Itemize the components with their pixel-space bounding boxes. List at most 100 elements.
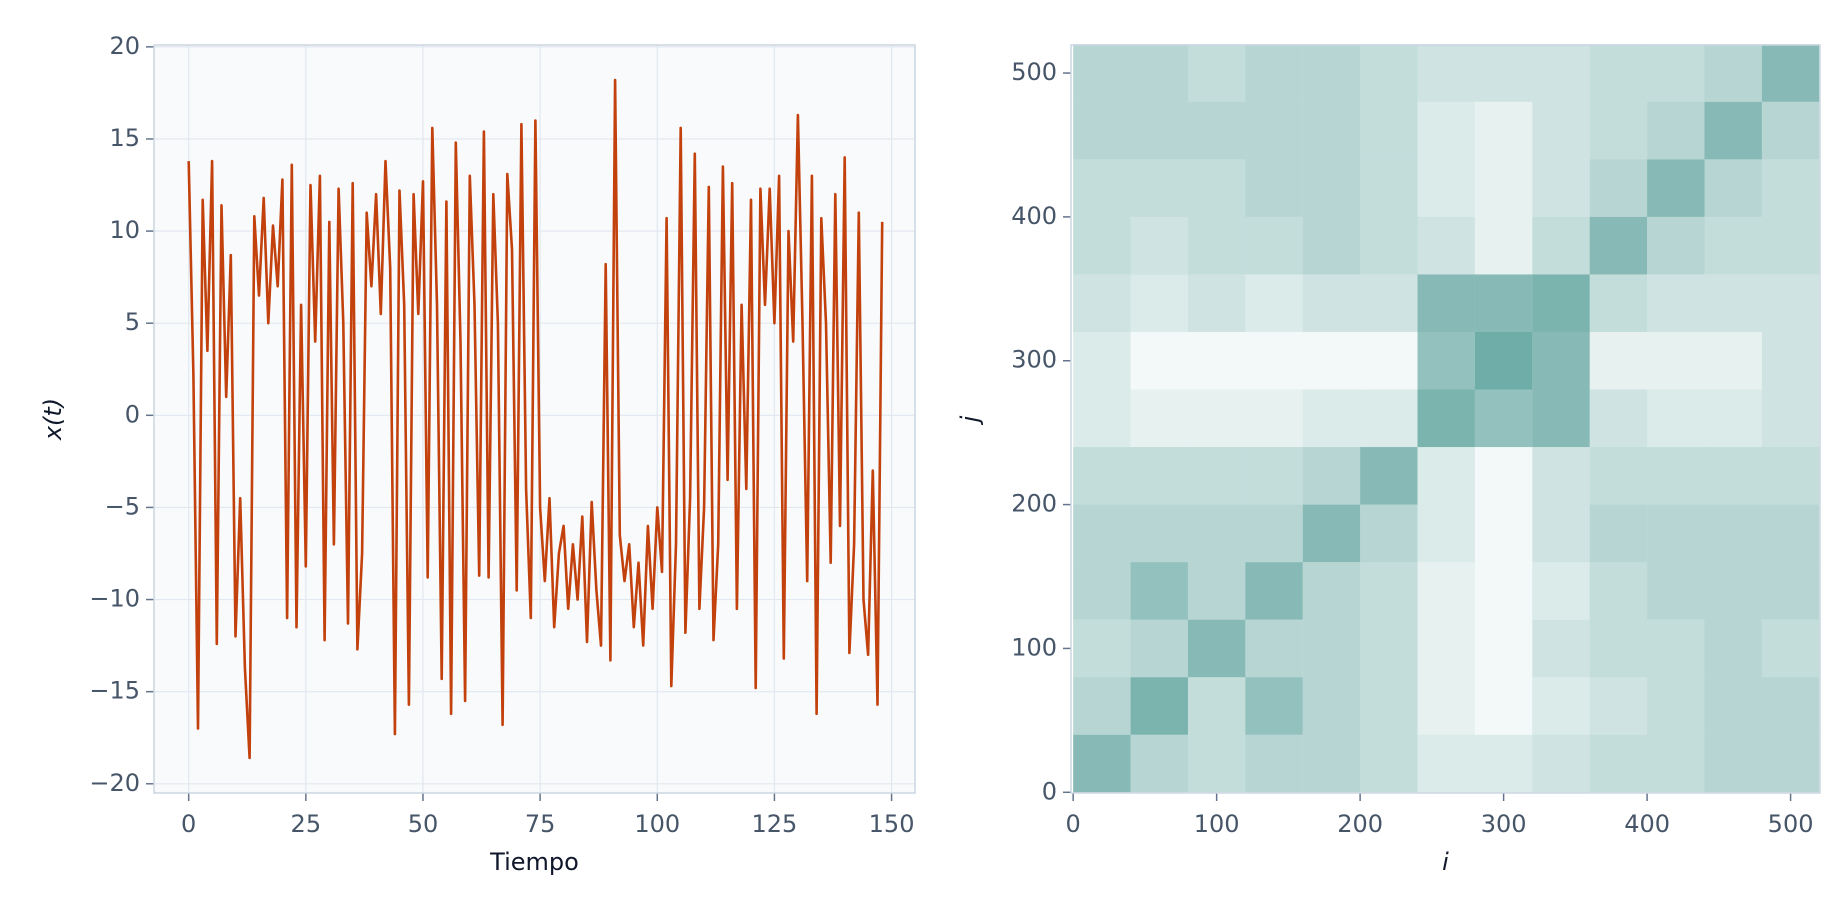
- x-tick-label: 125: [752, 810, 798, 838]
- recurrence-cell: [1073, 504, 1131, 563]
- x-tick-label: 100: [1194, 810, 1240, 838]
- x-tick-label: 75: [525, 810, 556, 838]
- recurrence-cell: [1302, 216, 1361, 275]
- recurrence-cell: [1647, 101, 1705, 160]
- recurrence-cell: [1474, 562, 1533, 620]
- recurrence-cell: [1360, 677, 1418, 735]
- recurrence-cell: [1130, 562, 1188, 620]
- recurrence-cell: [1474, 447, 1533, 505]
- recurrence-cell: [1589, 447, 1648, 505]
- recurrence-cell: [1704, 447, 1762, 505]
- recurrence-cell: [1187, 101, 1246, 160]
- recurrence-cell: [1704, 274, 1762, 332]
- recurrence-cell: [1302, 274, 1361, 332]
- y-tick-label: 500: [1011, 58, 1057, 86]
- recurrence-cell: [1417, 619, 1475, 678]
- recurrence-cell: [1589, 562, 1648, 620]
- recurrence-cell: [1245, 677, 1303, 735]
- recurrence-cell: [1704, 159, 1762, 217]
- recurrence-cell: [1073, 101, 1131, 160]
- recurrence-cell: [1532, 562, 1590, 620]
- recurrence-cell: [1360, 274, 1418, 332]
- recurrence-cell: [1245, 216, 1303, 275]
- recurrence-cell: [1302, 504, 1361, 563]
- recurrence-cell: [1417, 734, 1475, 793]
- recurrence-cell: [1589, 389, 1648, 448]
- recurrence-cell: [1417, 216, 1475, 275]
- recurrence-cell: [1073, 562, 1131, 620]
- recurrence-cell: [1532, 274, 1590, 332]
- recurrence-cell: [1761, 159, 1820, 217]
- recurrence-cell: [1417, 44, 1475, 102]
- y-axis-label: j: [956, 415, 984, 425]
- x-tick-label: 300: [1481, 810, 1527, 838]
- recurrence-cell: [1130, 331, 1188, 390]
- recurrence-cell: [1532, 44, 1590, 102]
- recurrence-cell: [1245, 734, 1303, 793]
- recurrence-cell: [1245, 447, 1303, 505]
- recurrence-cell: [1589, 677, 1648, 735]
- x-tick-label: 400: [1624, 810, 1670, 838]
- recurrence-cell: [1360, 216, 1418, 275]
- x-axis-label: i: [1442, 848, 1449, 876]
- recurrence-cell: [1647, 274, 1705, 332]
- recurrence-cell: [1302, 389, 1361, 448]
- recurrence-cell: [1761, 331, 1820, 390]
- recurrence-cell: [1761, 677, 1820, 735]
- recurrence-cell: [1302, 677, 1361, 735]
- recurrence-cell: [1417, 159, 1475, 217]
- recurrence-cell: [1073, 44, 1131, 102]
- recurrence-cell: [1704, 331, 1762, 390]
- x-tick-label: 50: [408, 810, 439, 838]
- recurrence-cell: [1130, 677, 1188, 735]
- recurrence-cell: [1474, 274, 1533, 332]
- recurrence-cell: [1187, 677, 1246, 735]
- recurrence-cell: [1532, 734, 1590, 793]
- recurrence-cell: [1302, 619, 1361, 678]
- recurrence-cell: [1704, 44, 1762, 102]
- x-axis-label: Tiempo: [489, 848, 579, 876]
- recurrence-cell: [1761, 504, 1820, 563]
- recurrence-cell: [1073, 274, 1131, 332]
- recurrence-cell: [1073, 619, 1131, 678]
- recurrence-cell: [1704, 101, 1762, 160]
- recurrence-cell: [1647, 389, 1705, 448]
- recurrence-cell: [1647, 447, 1705, 505]
- recurrence-cell: [1474, 159, 1533, 217]
- recurrence-cell: [1302, 44, 1361, 102]
- recurrence-cell: [1360, 447, 1418, 505]
- recurrence-cell: [1130, 734, 1188, 793]
- recurrence-cell: [1647, 504, 1705, 563]
- recurrence-cell: [1073, 447, 1131, 505]
- y-tick-label: −20: [89, 769, 140, 797]
- recurrence-cell: [1245, 562, 1303, 620]
- recurrence-cell: [1417, 101, 1475, 160]
- recurrence-cell: [1704, 389, 1762, 448]
- recurrence-cell: [1761, 734, 1820, 793]
- plot-frame: [153, 44, 916, 794]
- recurrence-cell: [1187, 159, 1246, 217]
- y-tick-label: 5: [125, 308, 140, 336]
- recurrence-cell: [1532, 619, 1590, 678]
- recurrence-cell: [1302, 734, 1361, 793]
- recurrence-cell: [1589, 159, 1648, 217]
- recurrence-cell: [1761, 216, 1820, 275]
- recurrence-cell: [1761, 389, 1820, 448]
- recurrence-cell: [1187, 389, 1246, 448]
- recurrence-cell: [1302, 447, 1361, 505]
- x-tick-label: 150: [869, 810, 915, 838]
- recurrence-cell: [1474, 216, 1533, 275]
- recurrence-cell: [1187, 331, 1246, 390]
- recurrence-cell: [1187, 504, 1246, 563]
- recurrence-cell: [1532, 447, 1590, 505]
- recurrence-cell: [1417, 331, 1475, 390]
- y-tick-label: 0: [125, 400, 140, 428]
- recurrence-cell: [1245, 619, 1303, 678]
- recurrence-cell: [1360, 389, 1418, 448]
- recurrence-cell: [1130, 389, 1188, 448]
- recurrence-cell: [1360, 619, 1418, 678]
- recurrence-cell: [1647, 159, 1705, 217]
- recurrence-cell: [1073, 734, 1131, 793]
- recurrence-cell: [1360, 562, 1418, 620]
